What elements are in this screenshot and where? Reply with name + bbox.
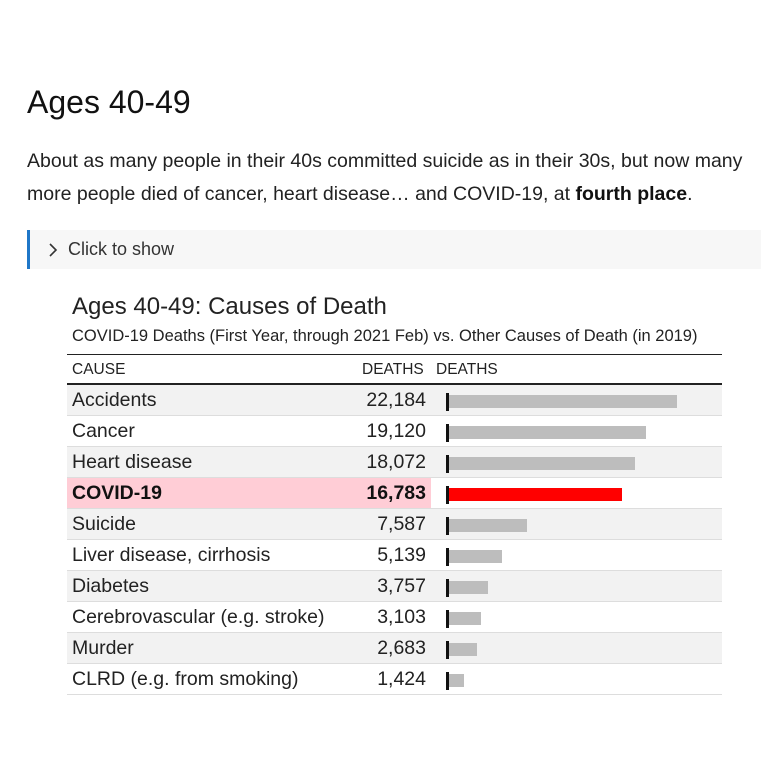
deaths-value: 19,120 <box>366 420 426 442</box>
chevron-right-icon <box>38 230 68 269</box>
table-row: Cerebrovascular (e.g. stroke) 3,103 <box>67 602 722 633</box>
table-row: CLRD (e.g. from smoking) 1,424 <box>67 664 722 695</box>
bar-baseline <box>446 610 449 628</box>
table-row: Liver disease, cirrhosis 5,139 <box>67 540 722 571</box>
bar-baseline <box>446 486 449 504</box>
table-row: Accidents 22,184 <box>67 385 722 416</box>
intro-bold: fourth place <box>575 183 688 205</box>
deaths-value: 5,139 <box>377 544 426 566</box>
chart-title: Ages 40-49: Causes of Death <box>72 293 387 320</box>
deaths-bar <box>449 395 677 408</box>
chart-subtitle: COVID-19 Deaths (First Year, through 202… <box>72 327 698 345</box>
cause-label: Cancer <box>72 420 135 442</box>
bar-baseline <box>446 517 449 535</box>
cause-label: Accidents <box>72 389 157 411</box>
table-row: Cancer 19,120 <box>67 416 722 447</box>
bar-baseline <box>446 548 449 566</box>
deaths-value: 7,587 <box>377 513 426 535</box>
header-deaths: DEATHS <box>362 361 424 378</box>
intro-end: . <box>687 183 693 205</box>
causes-of-death-table: Ages 40-49: Causes of Death COVID-19 Dea… <box>67 292 722 695</box>
cause-label: Liver disease, cirrhosis <box>72 544 271 566</box>
deaths-value: 1,424 <box>377 668 426 690</box>
header-cause: CAUSE <box>72 361 126 378</box>
table-row: Suicide 7,587 <box>67 509 722 540</box>
bar-baseline <box>446 424 449 442</box>
deaths-value: 2,683 <box>377 637 426 659</box>
deaths-bar <box>449 674 464 687</box>
table-row: Heart disease 18,072 <box>67 447 722 478</box>
bar-baseline <box>446 393 449 411</box>
table-body: Accidents 22,184 Cancer 19,120 Heart disease… <box>67 385 722 695</box>
deaths-bar <box>449 612 481 625</box>
bar-baseline <box>446 455 449 473</box>
cause-label: Cerebrovascular (e.g. stroke) <box>72 606 325 628</box>
deaths-value: 22,184 <box>366 389 426 411</box>
table-header: CAUSE DEATHS DEATHS <box>67 354 722 385</box>
deaths-value: 18,072 <box>366 451 426 473</box>
cause-label: Murder <box>72 637 134 659</box>
deaths-value: 16,783 <box>366 482 426 504</box>
cause-label: Heart disease <box>72 451 193 473</box>
cause-label: CLRD (e.g. from smoking) <box>72 668 299 690</box>
click-to-show-toggle[interactable]: Click to show <box>27 230 761 269</box>
intro-paragraph: About as many people in their 40s commit… <box>27 145 777 211</box>
disclosure-label: Click to show <box>68 239 175 259</box>
cause-label: Diabetes <box>72 575 149 597</box>
table-row: Diabetes 3,757 <box>67 571 722 602</box>
cause-label: Suicide <box>72 513 136 535</box>
cause-label: COVID-19 <box>72 482 162 504</box>
table-row: Murder 2,683 <box>67 633 722 664</box>
deaths-value: 3,757 <box>377 575 426 597</box>
deaths-bar <box>449 488 622 501</box>
header-deaths-bar: DEATHS <box>436 361 498 378</box>
row-highlight <box>67 478 431 508</box>
bar-baseline <box>446 641 449 659</box>
deaths-bar <box>449 519 527 532</box>
bar-baseline <box>446 579 449 597</box>
deaths-bar <box>449 550 502 563</box>
deaths-bar <box>449 581 488 594</box>
deaths-bar <box>449 643 477 656</box>
deaths-value: 3,103 <box>377 606 426 628</box>
intro-text: About as many people in their 40s commit… <box>27 150 743 205</box>
deaths-bar <box>449 457 635 470</box>
deaths-bar <box>449 426 646 439</box>
section-heading: Ages 40-49 <box>27 84 191 120</box>
table-row: COVID-19 16,783 <box>67 478 722 509</box>
bar-baseline <box>446 672 449 690</box>
